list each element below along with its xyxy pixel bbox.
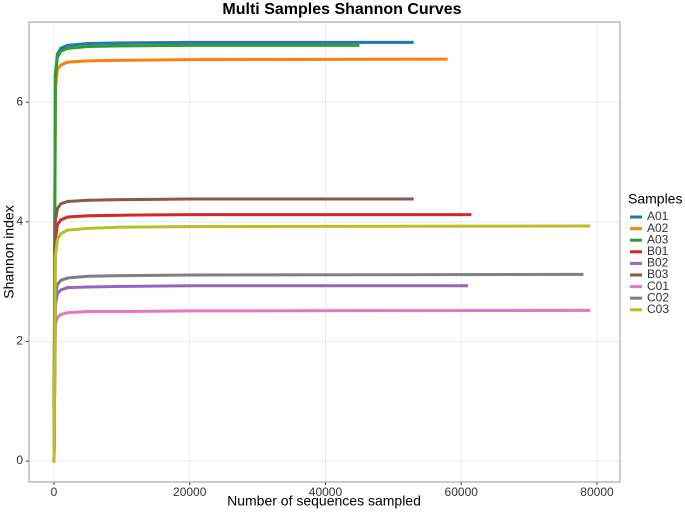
series-point: [59, 63, 63, 67]
x-tick-label: 40000: [309, 485, 343, 499]
series-point: [55, 55, 59, 59]
y-axis-label: Shannon index: [1, 205, 17, 298]
x-tick-label: 20000: [173, 485, 207, 499]
series-point: [59, 202, 63, 206]
x-axis-label: Number of sequences sampled: [227, 493, 421, 509]
plot-background: [29, 22, 620, 482]
series-point: [59, 313, 63, 317]
series-point: [59, 278, 63, 282]
series-point: [55, 207, 59, 211]
legend-label: A02: [647, 221, 669, 235]
series-point: [66, 43, 70, 47]
y-tick-label: 6: [16, 94, 23, 108]
series-point: [59, 46, 63, 50]
x-tick-label: 80000: [580, 485, 614, 499]
series-point: [66, 46, 70, 50]
series-point: [59, 232, 63, 236]
series-point: [59, 218, 63, 222]
y-tick-label: 2: [16, 334, 23, 348]
series-point: [59, 288, 63, 292]
legend-label: A01: [647, 209, 669, 223]
series-point: [66, 215, 70, 219]
legend-title: Samples: [628, 191, 682, 207]
chart-title: Multi Samples Shannon Curves: [222, 1, 461, 18]
legend-label: C03: [647, 302, 669, 316]
series-point: [66, 60, 70, 64]
series-point: [66, 199, 70, 203]
y-tick-label: 0: [16, 453, 23, 467]
series-point: [53, 220, 57, 224]
series-point: [66, 228, 70, 232]
series-point: [55, 238, 59, 242]
legend-label: A03: [647, 232, 669, 246]
legend-label: C01: [647, 279, 669, 293]
series-point: [66, 286, 70, 290]
legend-label: B01: [647, 244, 669, 258]
series-point: [52, 459, 56, 463]
legend-label: B02: [647, 256, 669, 270]
plot-border: [28, 21, 621, 483]
series-point: [59, 49, 63, 53]
x-tick-label: 0: [51, 485, 58, 499]
legend-label: C02: [647, 290, 669, 304]
series-point: [53, 73, 57, 77]
series-point: [66, 311, 70, 315]
y-tick-label: 4: [16, 214, 23, 228]
legend-label: B03: [647, 267, 669, 281]
series-point: [53, 256, 57, 260]
series-point: [66, 276, 70, 280]
x-tick-label: 60000: [445, 485, 479, 499]
